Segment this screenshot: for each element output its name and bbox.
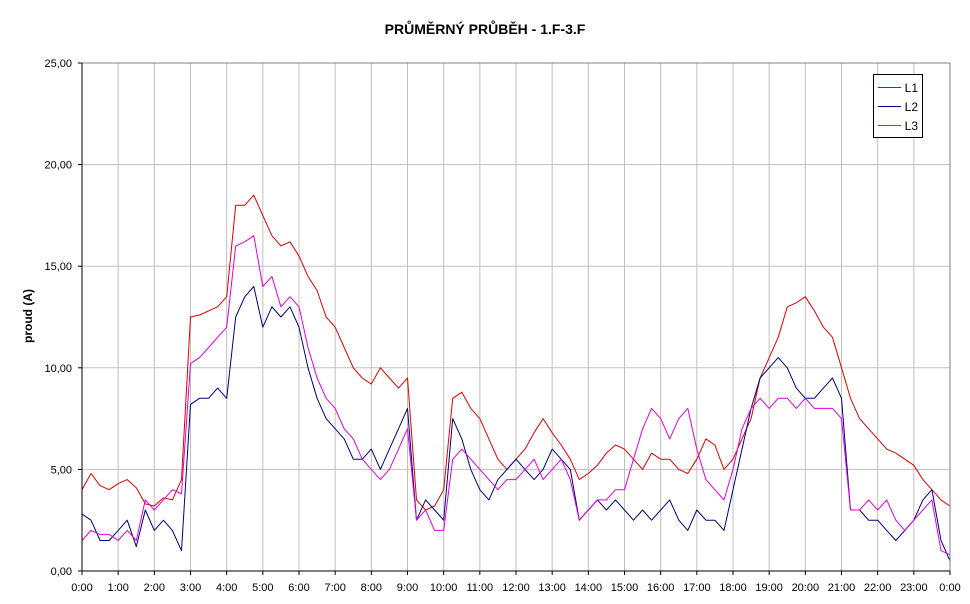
legend-label-l1: L1 <box>904 80 918 95</box>
x-tick-label: 6:00 <box>288 582 309 594</box>
grid-lines <box>81 62 951 572</box>
x-tick-label: 14:00 <box>575 582 603 594</box>
y-tick-labels: 0,00 5,00 10,00 15,00 20,00 25,00 <box>44 58 72 578</box>
x-tick-label: 4:00 <box>216 582 237 594</box>
x-tick-label: 19:00 <box>755 582 783 594</box>
legend-swatch-l1 <box>878 87 901 88</box>
y-tick-label: 0,00 <box>51 566 72 578</box>
x-tick-label: 10:00 <box>430 582 458 594</box>
x-tick-label: 13:00 <box>538 582 566 594</box>
series-line-l3 <box>81 235 951 556</box>
x-tick-label: 20:00 <box>792 582 820 594</box>
legend-swatch-l2 <box>878 106 901 107</box>
chart-title: PRŮMĚRNÝ PRŮBĚH - 1.F-3.F <box>384 21 586 37</box>
x-tick-label: 3:00 <box>180 582 201 594</box>
y-tick-label: 10,00 <box>44 363 72 375</box>
x-tick-label: 22:00 <box>864 582 892 594</box>
y-tick-label: 15,00 <box>44 261 72 273</box>
x-tick-label: 15:00 <box>611 582 639 594</box>
series-lines <box>81 194 951 562</box>
legend-item-l3: L3 <box>878 116 918 135</box>
x-tick-label: 11:00 <box>466 582 493 594</box>
legend-item-l2: L2 <box>878 97 918 116</box>
x-tick-label: 0:00 <box>71 582 92 594</box>
x-tick-label: 0:00 <box>939 582 960 594</box>
legend-label-l3: L3 <box>904 118 918 133</box>
x-tick-label: 9:00 <box>397 582 418 594</box>
y-tick-label: 5,00 <box>51 464 72 476</box>
x-tick-label: 5:00 <box>252 582 273 594</box>
legend: L1 L2 L3 <box>873 74 923 138</box>
x-tick-label: 12:00 <box>502 582 530 594</box>
x-tick-label: 7:00 <box>324 582 345 594</box>
x-tick-label: 21:00 <box>828 582 856 594</box>
x-tick-label: 16:00 <box>647 582 675 594</box>
x-tick-labels: 0:00 1:00 2:00 3:00 4:00 5:00 6:00 7:00 8:00 9:00… <box>71 582 960 594</box>
x-tick-label: 2:00 <box>144 582 165 594</box>
legend-label-l2: L2 <box>904 99 918 114</box>
legend-item-l1: L1 <box>878 78 918 97</box>
legend-swatch-l3 <box>878 125 901 126</box>
x-tick-label: 1:00 <box>107 582 128 594</box>
x-tick-label: 18:00 <box>719 582 747 594</box>
axes <box>78 62 951 575</box>
x-tick-label: 17:00 <box>683 582 711 594</box>
x-tick-label: 8:00 <box>361 582 382 594</box>
x-tick-label: 23:00 <box>900 582 928 594</box>
y-tick-label: 20,00 <box>44 160 72 172</box>
y-tick-label: 25,00 <box>44 58 72 70</box>
